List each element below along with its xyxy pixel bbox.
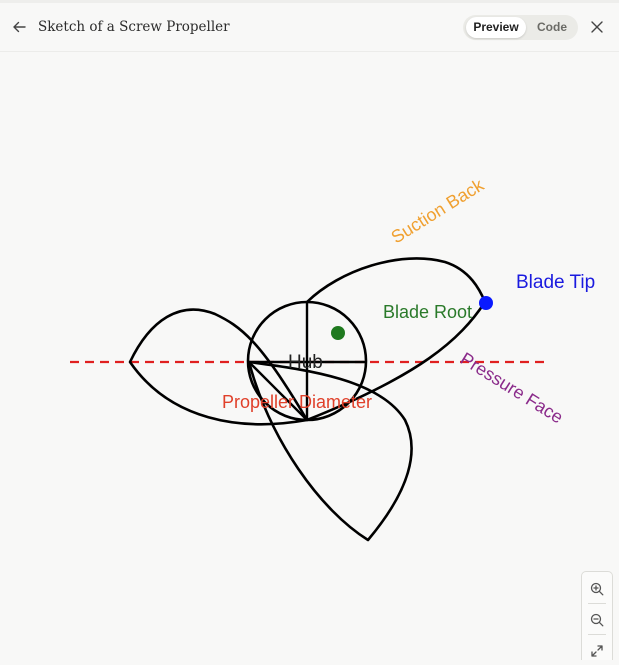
code-tab[interactable]: Code [529,17,575,38]
window-top-strip [0,0,619,3]
preview-tab[interactable]: Preview [466,17,526,38]
hub-label: Hub [288,352,323,373]
app-header: Sketch of a Screw Propeller Preview Code [0,0,619,52]
zoom-separator [588,603,606,604]
lower-blade [249,362,412,540]
zoom-in-icon [590,582,604,596]
close-button[interactable] [586,16,608,38]
blade-root-label: Blade Root [383,302,472,322]
zoom-out-button[interactable] [582,606,612,634]
close-icon [590,20,604,34]
propeller-diagram: Suction Back Blade Tip Blade Root Hub Pr… [0,52,619,660]
back-button[interactable] [8,16,30,38]
expand-icon [590,644,604,658]
pressure-face-label: Pressure Face [457,348,567,427]
page-title: Sketch of a Screw Propeller [38,19,230,35]
zoom-separator [588,634,606,635]
arrow-left-icon [12,20,26,34]
propeller-diameter-label: Propeller Diameter [222,392,372,412]
view-toggle: Preview Code [463,15,578,40]
fit-view-button[interactable] [582,637,612,665]
suction-back-label: Suction Back [388,174,489,247]
zoom-controls [581,571,613,660]
zoom-out-icon [590,613,604,627]
blade-tip-label: Blade Tip [516,272,595,293]
preview-canvas: Suction Back Blade Tip Blade Root Hub Pr… [0,52,619,660]
zoom-in-button[interactable] [582,575,612,603]
blade-root-marker [331,326,345,340]
blade-tip-marker [479,296,493,310]
